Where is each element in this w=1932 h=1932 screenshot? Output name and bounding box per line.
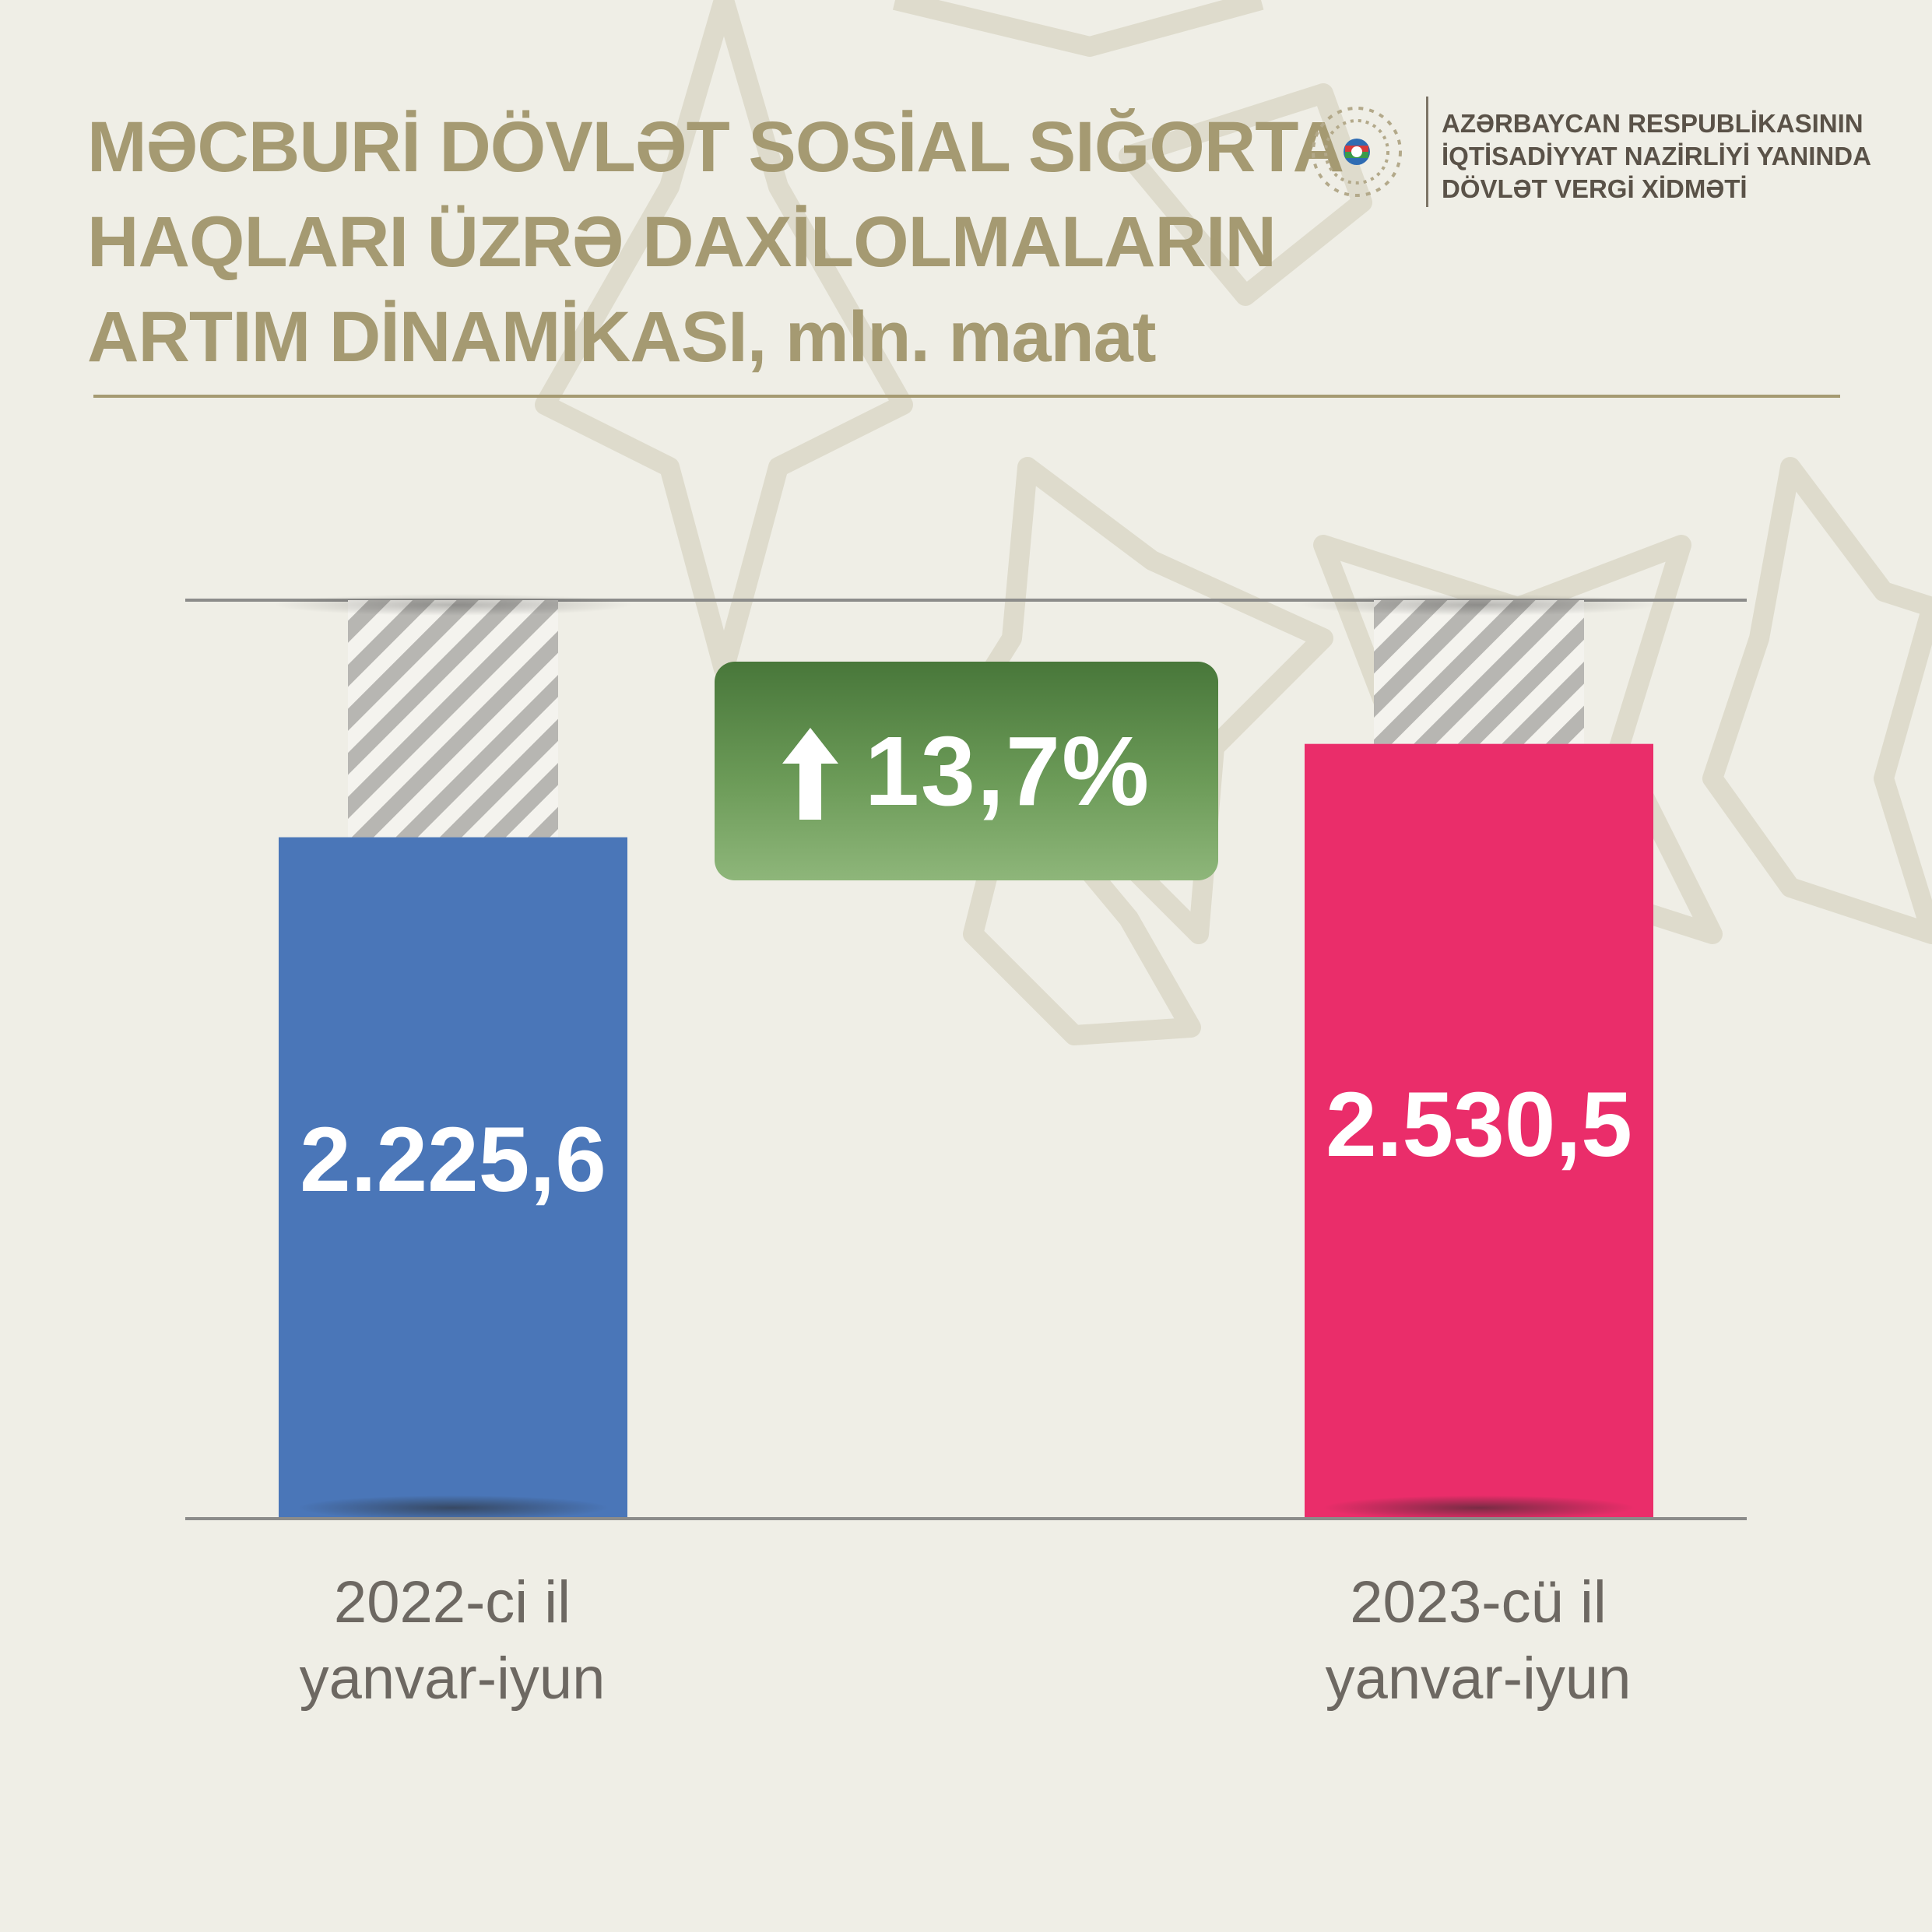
bar [1305,743,1653,1519]
title-line-1: MƏCBURİ DÖVLƏT SOSİAL SIĞORTA [87,107,1344,187]
bar-top-shadow [274,594,632,616]
category-label-2023: 2023-cü il yanvar-iyun [1245,1565,1712,1717]
category-label-2023-line-2: yanvar-iyun [1325,1646,1632,1712]
agency-line-1: AZƏRBAYCAN RESPUBLİKASININ [1442,109,1864,138]
agency-name: AZƏRBAYCAN RESPUBLİKASININ İQTİSADİYYAT … [1442,107,1871,205]
bar-bottom-shadow [1323,1495,1635,1520]
title-line-2: HAQLARI ÜZRƏ DAXİLOLMALARIN [87,202,1277,282]
bar-remainder-hatch [348,600,558,838]
bar-remainder-hatch [1374,600,1584,744]
bar-bottom-shadow [297,1495,609,1520]
page-title: MƏCBURİ DÖVLƏT SOSİAL SIĞORTA HAQLARI ÜZ… [87,100,1344,385]
bar-value-label: 2.530,5 [1326,1073,1632,1176]
category-label-2022: 2022-ci il yanvar-iyun [219,1565,686,1717]
arrow-up-icon [782,727,838,820]
agency-line-2: İQTİSADİYYAT NAZİRLİYİ YANINDA [1442,142,1871,170]
header-divider [93,395,1840,398]
category-label-2022-line-1: 2022-ci il [333,1569,571,1635]
logo-separator [1426,97,1428,207]
title-line-3: ARTIM DİNAMİKASI, mln. manat [87,297,1156,377]
agency-emblem-icon [1312,107,1402,197]
growth-percentage: 13,7% [864,716,1151,826]
bar-top-shadow [1300,594,1658,616]
category-label-2023-line-1: 2023-cü il [1350,1569,1607,1635]
bar-value-label: 2.225,6 [300,1108,606,1211]
category-label-2022-line-2: yanvar-iyun [299,1646,606,1712]
agency-line-3: DÖVLƏT VERGİ XİDMƏTİ [1442,174,1748,203]
growth-badge: 13,7% [715,662,1218,880]
bar [279,837,627,1519]
